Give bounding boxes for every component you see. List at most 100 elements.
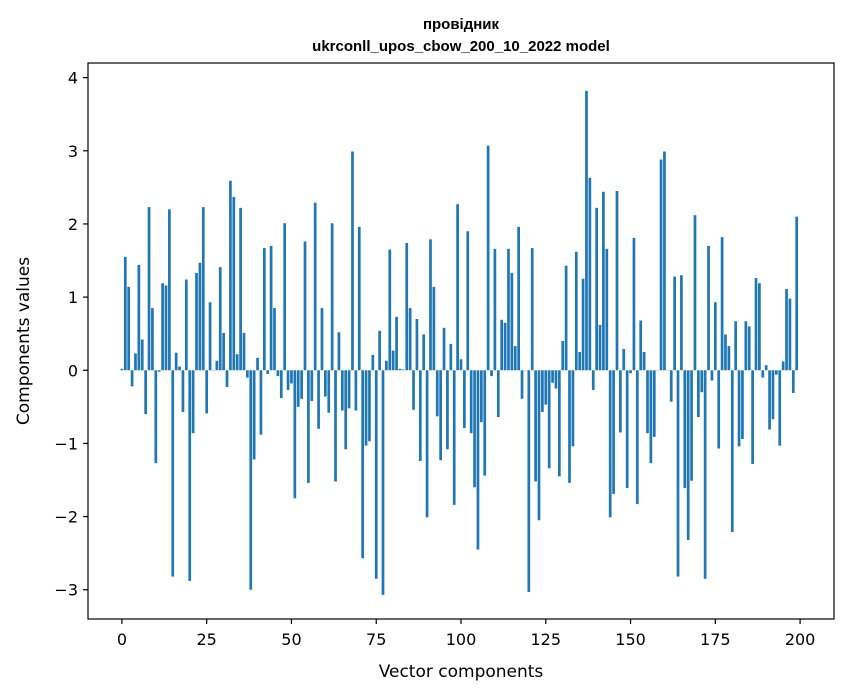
bar: [317, 370, 320, 429]
bar: [717, 370, 721, 449]
bar: [429, 239, 432, 371]
bar: [242, 332, 246, 371]
bar: [154, 370, 158, 464]
bar: [130, 370, 134, 387]
bar: [385, 360, 388, 371]
bar: [622, 349, 626, 371]
bar: [174, 352, 178, 371]
bar: [744, 321, 748, 371]
bar: [778, 370, 782, 446]
bar: [435, 370, 439, 417]
bar: [761, 370, 765, 378]
x-axis-ticks: 0 25 50 75 100 125 150 175 200: [117, 619, 815, 649]
bar: [574, 251, 578, 371]
bar: [422, 334, 426, 371]
bar: [788, 298, 792, 371]
bar: [768, 370, 771, 430]
plot-frame: [87, 62, 835, 620]
bar: [737, 370, 741, 447]
chart-title-line1: провідник: [423, 16, 500, 33]
bar: [357, 226, 361, 371]
bar: [663, 151, 666, 371]
bar: [449, 343, 453, 371]
x-tick-label: 150: [615, 630, 646, 649]
y-axis-ticks: −3 −2 −1 0 1 2 3 4: [54, 69, 88, 600]
bar: [557, 370, 561, 477]
bar: [232, 196, 236, 371]
bar: [764, 365, 768, 371]
bar: [337, 332, 341, 371]
bar: [500, 319, 504, 371]
bar: [425, 370, 429, 518]
bar: [781, 361, 785, 371]
bar: [286, 370, 290, 391]
bar: [395, 316, 398, 371]
bar: [239, 207, 242, 371]
bar: [544, 370, 548, 405]
bar: [225, 370, 229, 388]
bar: [649, 370, 653, 464]
bar: [171, 370, 175, 577]
bar: [713, 302, 717, 371]
bar: [493, 248, 497, 371]
bar: [402, 369, 405, 371]
bar: [578, 351, 582, 371]
bar: [486, 145, 490, 371]
bar: [188, 370, 192, 581]
bar: [459, 359, 463, 371]
bar: [405, 242, 409, 371]
bar: [147, 207, 151, 371]
bar: [547, 370, 551, 469]
bar: [296, 370, 300, 407]
bar: [283, 223, 287, 371]
bar: [310, 370, 314, 401]
bar: [591, 370, 595, 391]
x-tick-label: 125: [530, 630, 561, 649]
bar: [646, 370, 649, 434]
bar: [347, 370, 351, 409]
bar: [144, 370, 147, 415]
bar: [446, 370, 449, 450]
chart-title-line2: ukrconll_upos_cbow_200_10_2022 model: [312, 38, 610, 55]
bar: [727, 346, 731, 371]
bar: [629, 370, 632, 374]
bar: [686, 370, 690, 540]
bar: [676, 370, 680, 577]
bar: [262, 248, 266, 371]
y-tick-label: 3: [68, 142, 78, 161]
bar: [371, 354, 375, 371]
bar: [612, 370, 615, 494]
bar: [161, 283, 164, 371]
bar: [293, 370, 297, 499]
bar: [652, 370, 656, 437]
bar: [747, 326, 751, 371]
x-tick-label: 100: [446, 630, 477, 649]
bar: [581, 278, 585, 371]
bar: [388, 249, 392, 371]
x-tick-label: 0: [117, 630, 127, 649]
bar: [123, 256, 127, 371]
bar: [683, 370, 687, 489]
bar: [673, 276, 676, 371]
bar: [479, 370, 483, 423]
bar: [269, 245, 273, 371]
bar: [229, 180, 232, 371]
x-tick-label: 50: [281, 630, 301, 649]
y-tick-label: −2: [54, 508, 78, 527]
bar: [195, 272, 198, 371]
bar: [534, 370, 537, 482]
bar: [785, 289, 788, 371]
bar: [703, 370, 707, 579]
bar: [659, 159, 663, 371]
bar: [568, 370, 571, 483]
bar: [693, 215, 697, 371]
bar: [758, 283, 761, 371]
bar: [541, 370, 544, 412]
bar: [256, 357, 259, 371]
bar: [157, 370, 161, 372]
bar: [554, 370, 558, 389]
bar: [510, 272, 514, 371]
bar: [520, 370, 524, 399]
bar: [642, 351, 646, 371]
